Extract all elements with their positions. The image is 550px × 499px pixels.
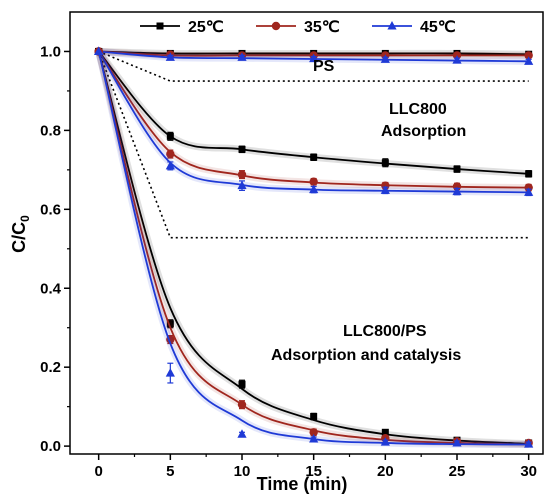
data-point bbox=[309, 434, 319, 443]
y-axis-title: C/C0 bbox=[9, 215, 32, 253]
annotation-adsorption-line2: Adsorption bbox=[381, 123, 466, 140]
plot-frame bbox=[69, 11, 544, 455]
x-tick-label: 20 bbox=[377, 463, 394, 480]
data-point bbox=[165, 160, 175, 170]
data-point bbox=[380, 437, 390, 446]
x-tick-label: 0 bbox=[94, 463, 102, 480]
fit-band bbox=[95, 50, 529, 449]
guide-lines bbox=[97, 50, 529, 239]
data-point bbox=[237, 180, 247, 190]
legend-marker bbox=[271, 21, 281, 31]
data-point bbox=[381, 428, 389, 436]
x-tick-label: 15 bbox=[305, 463, 322, 480]
y-tick-label: 0.2 bbox=[40, 359, 61, 376]
legend-label: 25℃ bbox=[188, 19, 224, 36]
data-point bbox=[524, 439, 534, 448]
data-point bbox=[309, 53, 319, 63]
data-point bbox=[309, 184, 319, 194]
data-point bbox=[237, 52, 247, 61]
annotation-catalysis-line2: Adsorption and catalysis bbox=[271, 347, 461, 364]
data-point bbox=[310, 153, 318, 161]
y-axis-title-subscript: 0 bbox=[18, 215, 32, 222]
legend-item-2: 35℃ bbox=[256, 19, 340, 36]
data-point bbox=[452, 186, 462, 196]
guide-line-1 bbox=[98, 50, 529, 82]
legend-item-1: 25℃ bbox=[140, 19, 224, 36]
data-point bbox=[525, 170, 533, 178]
series-8-llc800-ps-adsorption-and-catalysis bbox=[94, 47, 533, 449]
data-point bbox=[237, 429, 247, 438]
data-point bbox=[524, 56, 534, 65]
x-tick-label: 30 bbox=[520, 463, 537, 480]
fit-curve bbox=[97, 51, 529, 446]
x-tick-label: 10 bbox=[234, 463, 251, 480]
y-tick-label: 0.6 bbox=[40, 201, 61, 218]
legend-label: 45℃ bbox=[420, 19, 456, 36]
annotation-catalysis-line1: LLC800/PS bbox=[343, 323, 427, 340]
data-point bbox=[237, 170, 247, 179]
data-point bbox=[452, 437, 462, 447]
fit-band bbox=[95, 50, 529, 449]
data-point bbox=[380, 54, 390, 63]
data-point bbox=[310, 413, 318, 421]
data-point bbox=[165, 368, 175, 377]
x-tick-label: 25 bbox=[449, 463, 466, 480]
fit-band bbox=[95, 50, 529, 448]
data-point bbox=[309, 428, 318, 437]
series-layer bbox=[94, 46, 534, 449]
data-point bbox=[237, 400, 247, 409]
data-point bbox=[452, 55, 462, 64]
annotation-adsorption-line1: LLC800 bbox=[389, 101, 447, 118]
legend-marker bbox=[387, 21, 397, 30]
y-tick-label: 0.4 bbox=[40, 280, 62, 297]
y-tick-label: 0.0 bbox=[40, 438, 61, 455]
y-tick-label: 0.8 bbox=[40, 122, 61, 139]
data-point bbox=[238, 145, 246, 153]
data-point bbox=[238, 380, 246, 388]
series-3-ps bbox=[94, 46, 534, 65]
series-7-llc800-ps-adsorption-and-catalysis bbox=[95, 47, 533, 448]
legend-marker bbox=[156, 22, 164, 30]
data-point bbox=[381, 159, 389, 167]
series-9-llc800-ps-adsorption-and-catalysis bbox=[94, 46, 534, 449]
axis-ticks: 0 5 10 15 20 25 30 0.0 0.2 0.4 0.6 0.8 1.0 bbox=[40, 43, 537, 480]
legend-item-3: 45℃ bbox=[372, 19, 456, 36]
legend-label: 35℃ bbox=[304, 19, 340, 36]
x-axis-title: Time (min) bbox=[257, 474, 348, 494]
data-point bbox=[309, 177, 318, 186]
data-point bbox=[166, 132, 174, 140]
legend: 25℃ 35℃ 45℃ bbox=[140, 19, 456, 36]
fit-curve bbox=[97, 51, 529, 446]
data-point bbox=[524, 51, 533, 60]
data-point bbox=[165, 52, 175, 61]
fit-curve bbox=[97, 51, 529, 445]
data-point bbox=[524, 187, 534, 196]
guide-line-2 bbox=[97, 51, 529, 239]
x-tick-label: 5 bbox=[166, 463, 174, 480]
annotation-ps: PS bbox=[313, 58, 335, 75]
y-tick-label: 1.0 bbox=[40, 43, 61, 60]
data-point bbox=[166, 320, 174, 328]
data-point bbox=[453, 165, 461, 173]
data-point bbox=[94, 46, 104, 55]
data-point bbox=[380, 185, 390, 194]
data-point bbox=[166, 149, 175, 159]
